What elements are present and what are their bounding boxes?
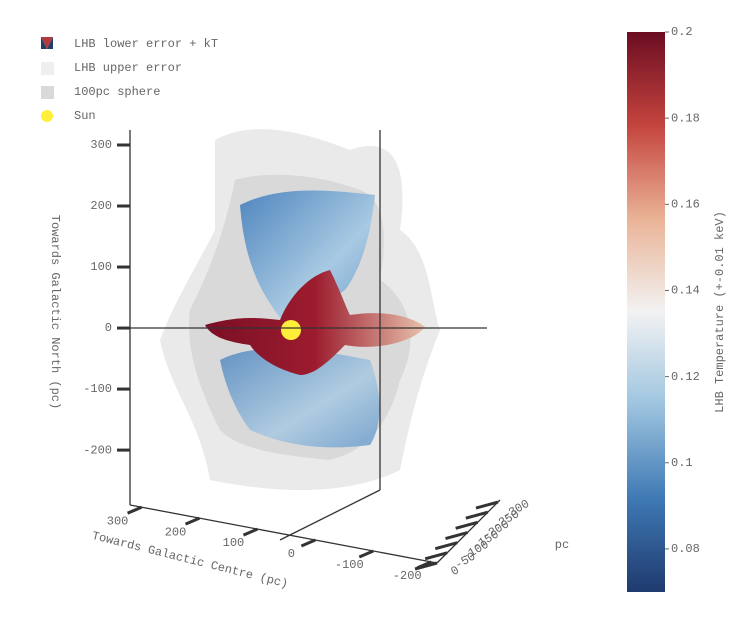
- tick-mark: [465, 510, 489, 520]
- legend-label: LHB upper error: [74, 61, 182, 75]
- y-axis-title: pc: [555, 538, 569, 552]
- tick-label: 0: [288, 547, 295, 561]
- sun: [281, 320, 301, 340]
- colorbar-tick-label: 0.12: [671, 370, 700, 384]
- surfaces: [160, 129, 440, 490]
- legend-symbol: [41, 86, 54, 99]
- tick-label: 200: [165, 525, 187, 539]
- colorbar-tick-label: 0.1: [671, 456, 693, 470]
- tick-mark: [455, 520, 479, 530]
- colorbar-tick-label: 0.2: [671, 25, 693, 39]
- north-lobe: [240, 190, 375, 330]
- legend-label: 100pc sphere: [74, 85, 160, 99]
- legend-symbol: [41, 37, 53, 49]
- tick-mark: [126, 505, 143, 515]
- tick-label: 300: [107, 514, 129, 528]
- tick-label: 0: [105, 321, 112, 335]
- colorbar-tick-label: 0.14: [671, 284, 700, 298]
- legend-symbol: [41, 37, 53, 49]
- colorbar: [627, 32, 665, 592]
- legend-symbol: [41, 62, 54, 75]
- tick-label: 100: [90, 260, 112, 274]
- tick-label: 300: [90, 138, 112, 152]
- colorbar-title: LHB Temperature (+-0.01 keV): [713, 211, 727, 413]
- tick-mark: [300, 538, 316, 548]
- colorbar-tick-label: 0.16: [671, 197, 700, 211]
- plane-lobes: [205, 270, 425, 375]
- floor-edge: [279, 489, 381, 541]
- tick-mark: [434, 541, 458, 551]
- colorbar-tick-label: 0.18: [671, 111, 700, 125]
- tick-label: -200: [83, 443, 112, 457]
- x-axis-title: Towards Galactic Centre (pc): [90, 529, 289, 591]
- y-axis-line: [436, 499, 501, 564]
- x-axis-line: [129, 504, 438, 564]
- z-axis-title: Towards Galactic North (pc): [48, 215, 62, 409]
- tick-mark: [184, 516, 201, 526]
- tick-mark: [414, 561, 438, 571]
- tick-mark: [358, 549, 374, 559]
- tick-label: 100: [223, 536, 245, 550]
- legend-label: LHB lower error + kT: [74, 37, 218, 51]
- tick-label: -100: [335, 558, 364, 572]
- tick-label: 200: [90, 199, 112, 213]
- tick-mark: [475, 500, 499, 510]
- tick-mark: [424, 551, 448, 561]
- legend: [41, 37, 54, 122]
- tick-mark: [242, 527, 259, 537]
- tick-label: -200: [393, 569, 422, 583]
- south-lobe: [220, 348, 380, 448]
- tick-mark: [445, 531, 468, 540]
- colorbar-tick-label: 0.08: [671, 542, 700, 556]
- tick-label: -100: [83, 382, 112, 396]
- legend-symbol: [41, 110, 53, 122]
- legend-label: Sun: [74, 109, 96, 123]
